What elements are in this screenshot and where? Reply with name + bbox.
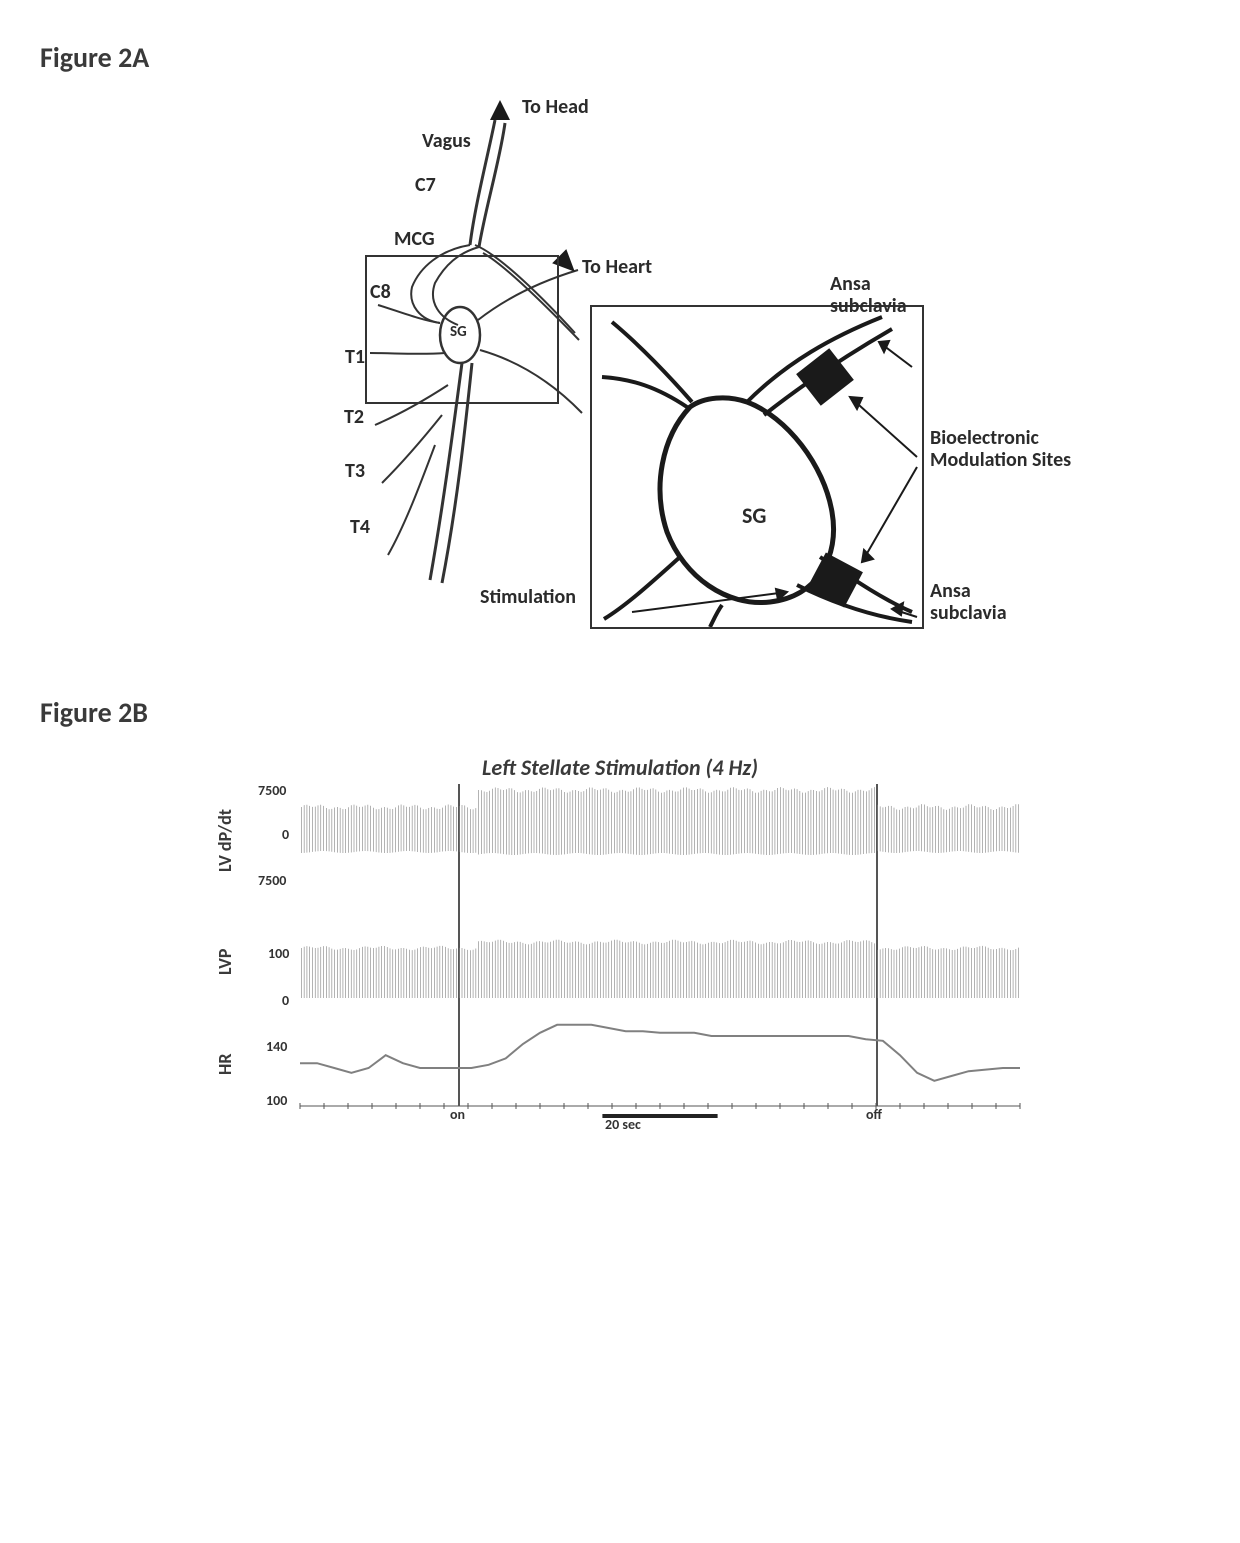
figure-2a-canvas: To Head Vagus C7 MCG C8 SG T1 T2 T3 T4 T… [270, 95, 970, 655]
figure-2b-chart: Left Stellate Stimulation (4 Hz) LV dP/d… [210, 750, 1030, 1130]
ansa-subclavia-top-label: Ansa subclavia [830, 273, 907, 317]
t4-label: T4 [350, 515, 370, 539]
off-label: off [866, 1106, 882, 1123]
traces-svg [210, 750, 1030, 1130]
overview-highlight-box [365, 255, 559, 404]
t2-label: T2 [344, 405, 364, 429]
scale-bar-label: 20 sec [605, 1116, 641, 1133]
stimulation-label: Stimulation [480, 585, 576, 609]
t1-label: T1 [345, 345, 365, 369]
figure-2a-title: Figure 2A [40, 40, 1200, 75]
to-head-label: To Head [522, 95, 589, 119]
c7-label: C7 [415, 173, 436, 197]
vagus-label: Vagus [422, 129, 471, 153]
to-head-arrow-icon [490, 100, 510, 120]
figure-2b-wrap: Left Stellate Stimulation (4 Hz) LV dP/d… [210, 750, 1030, 1130]
on-label: on [450, 1106, 465, 1123]
sg-inset-label: SG [742, 502, 766, 529]
inset-svg [592, 307, 922, 627]
t3-label: T3 [345, 459, 365, 483]
figure-2b-title: Figure 2B [40, 695, 1200, 730]
to-heart-label: To Heart [582, 255, 652, 279]
bioelectronic-sites-label: Bioelectronic Modulation Sites [930, 427, 1071, 471]
ansa-subclavia-bottom-label: Ansa subclavia [930, 580, 1007, 624]
mcg-label: MCG [394, 227, 435, 251]
inset-box: SG [590, 305, 924, 629]
